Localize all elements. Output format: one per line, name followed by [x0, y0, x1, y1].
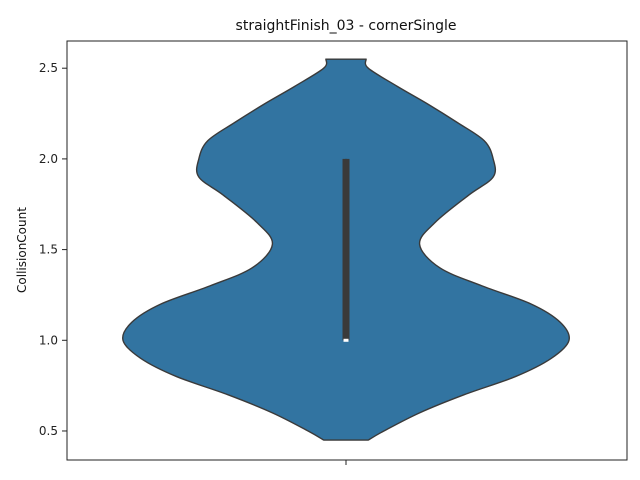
y-tick-label: 1.5	[39, 243, 58, 257]
y-tick-label: 2.5	[39, 61, 58, 75]
y-axis-label: CollisionCount	[15, 207, 29, 293]
axes-frame	[66, 40, 628, 461]
interquartile-box	[342, 158, 350, 341]
y-tick-label: 2.0	[39, 152, 58, 166]
median-marker	[343, 338, 349, 342]
y-tick-label: 1.0	[39, 333, 58, 347]
y-axis: 0.5 1.0 1.5 2.0 2.5	[39, 61, 67, 438]
plot-area	[121, 58, 571, 441]
chart-title: straightFinish_03 - cornerSingle	[236, 18, 457, 34]
y-tick-label: 0.5	[39, 424, 58, 438]
